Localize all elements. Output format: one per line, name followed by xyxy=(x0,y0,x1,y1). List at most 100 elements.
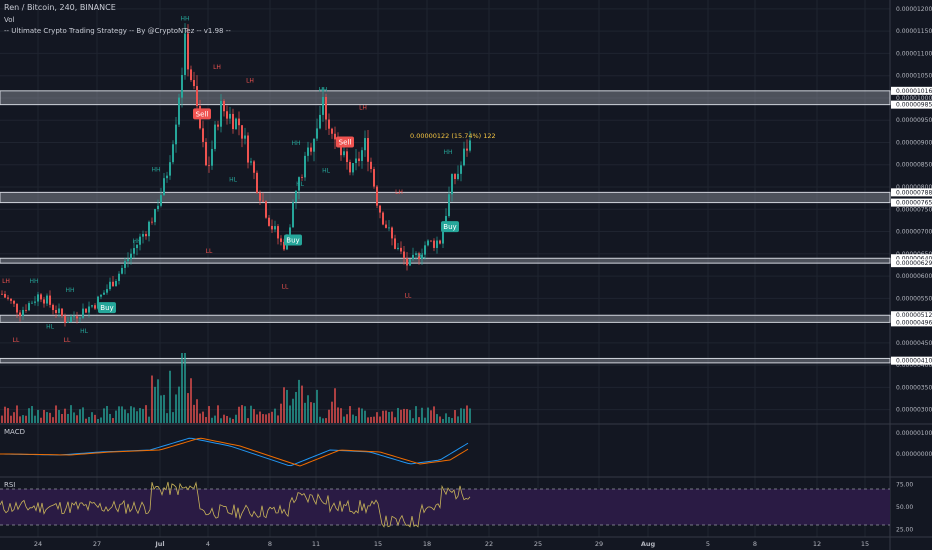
time-tick-label: 24 xyxy=(34,540,42,548)
volume-bar xyxy=(85,418,87,423)
candle-body xyxy=(235,118,237,130)
volume-bar xyxy=(130,406,132,423)
candle-body xyxy=(31,302,33,304)
volume-bar xyxy=(214,415,216,423)
candle-body xyxy=(154,209,156,223)
volume-bar xyxy=(223,414,225,423)
candle-body xyxy=(241,125,243,139)
volume-bar xyxy=(160,395,162,423)
candle-body xyxy=(55,310,57,313)
volume-bar xyxy=(349,406,351,423)
candle-body xyxy=(295,190,297,203)
candle-body xyxy=(400,247,402,252)
candle-body xyxy=(355,158,357,164)
volume-bar xyxy=(385,410,387,423)
volume-bar xyxy=(466,405,468,423)
candle-body xyxy=(88,306,90,313)
volume-legend: Vol xyxy=(4,16,15,24)
swing-label-hh: HH xyxy=(132,238,141,245)
candle-body xyxy=(283,241,285,250)
signal-badge xyxy=(193,108,211,120)
volume-bar xyxy=(22,415,24,423)
support-resistance-zone xyxy=(0,357,891,364)
volume-bar xyxy=(436,414,438,423)
volume-bar xyxy=(55,405,57,423)
candle-body xyxy=(289,227,291,240)
volume-bar xyxy=(73,412,75,423)
price-marker-box xyxy=(891,356,932,365)
price-marker-box xyxy=(891,86,932,95)
swing-label-hl: HL xyxy=(46,324,55,331)
volume-bar xyxy=(259,411,261,423)
candle-body xyxy=(313,138,315,152)
candle-body xyxy=(208,165,210,167)
volume-bar xyxy=(454,410,456,423)
volume-bar xyxy=(232,418,234,423)
candle-body xyxy=(109,281,111,290)
swing-label-hh: HH xyxy=(29,278,38,285)
volume-bar xyxy=(229,417,231,423)
candle-body xyxy=(7,297,9,299)
volume-bar xyxy=(307,395,309,423)
volume-bar xyxy=(463,408,465,423)
candle-body xyxy=(232,113,234,130)
macd-line xyxy=(0,437,469,467)
price-tick-label: 0.00001050 xyxy=(896,73,932,80)
candle-body xyxy=(406,258,408,266)
candle-body xyxy=(367,138,369,162)
candle-body xyxy=(352,163,354,173)
signal-badge xyxy=(441,221,459,233)
volume-bar xyxy=(361,408,363,423)
volume-bar xyxy=(457,416,459,423)
swing-label-hh: HH xyxy=(291,140,300,147)
volume-bar xyxy=(388,411,390,423)
candle-body xyxy=(310,147,312,152)
volume-bar xyxy=(283,387,285,423)
volume-bar xyxy=(64,408,66,423)
candle-body xyxy=(379,205,381,213)
candle-body xyxy=(151,221,153,223)
candle-body xyxy=(421,254,423,260)
candle-body xyxy=(91,305,93,307)
price-tick-label: 0.00001100 xyxy=(896,50,932,57)
time-tick-label: Aug xyxy=(641,540,656,548)
candle-body xyxy=(196,86,198,107)
candle-body xyxy=(415,253,417,255)
volume-bar xyxy=(400,409,402,423)
candle-body xyxy=(457,173,459,180)
volume-bar xyxy=(340,408,342,423)
volume-bars xyxy=(1,353,471,423)
price-marker-box xyxy=(891,188,932,197)
volume-bar xyxy=(70,405,72,423)
swing-label-ll: LL xyxy=(64,337,71,344)
candle-body xyxy=(394,238,396,249)
candle-body xyxy=(175,124,177,145)
volume-bar xyxy=(430,410,432,423)
volume-bar xyxy=(298,379,300,423)
candle-body xyxy=(436,240,438,248)
candle-body xyxy=(67,322,69,323)
candle-body xyxy=(124,261,126,268)
candle-body xyxy=(10,298,12,301)
rsi-band xyxy=(0,489,890,525)
volume-bar xyxy=(121,406,123,423)
volume-bar xyxy=(211,417,213,423)
candle-body xyxy=(76,316,78,319)
volume-bar xyxy=(292,398,294,423)
volume-bar xyxy=(115,410,117,423)
volume-bar xyxy=(103,408,105,423)
candle-body xyxy=(223,100,225,112)
swing-label-hl: HL xyxy=(322,168,331,175)
candle-body xyxy=(49,295,51,305)
volume-bar xyxy=(238,406,240,423)
volume-bar xyxy=(247,418,249,423)
candle-body xyxy=(37,294,39,302)
candle-body xyxy=(172,144,174,163)
signal-buy-label: Buy xyxy=(286,236,299,244)
candle-body xyxy=(163,178,165,196)
candle-body xyxy=(328,119,330,129)
signal-badge xyxy=(98,302,116,314)
volume-bar xyxy=(136,411,138,423)
candle-body xyxy=(13,300,15,304)
